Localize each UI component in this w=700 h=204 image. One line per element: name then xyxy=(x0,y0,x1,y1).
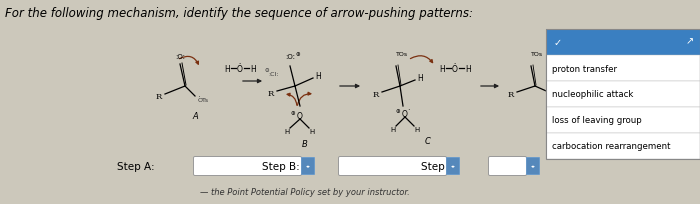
Text: H: H xyxy=(250,64,256,73)
Text: carbocation rearrangement: carbocation rearrangement xyxy=(552,142,671,151)
Text: Step A:: Step A: xyxy=(118,161,155,171)
Text: R: R xyxy=(268,90,274,98)
Text: R: R xyxy=(156,93,162,101)
FancyBboxPatch shape xyxy=(302,158,314,175)
Text: H: H xyxy=(284,128,290,134)
Text: ..: .. xyxy=(453,60,456,65)
FancyArrowPatch shape xyxy=(410,57,433,63)
Text: O: O xyxy=(402,110,408,119)
Text: Step B:: Step B: xyxy=(262,161,300,171)
Text: ◂▸: ◂▸ xyxy=(531,164,536,169)
Text: H: H xyxy=(465,64,471,73)
FancyBboxPatch shape xyxy=(546,133,700,159)
Text: ✓: ✓ xyxy=(554,38,562,48)
Text: H: H xyxy=(224,64,230,73)
Text: loss of leaving group: loss of leaving group xyxy=(552,116,642,125)
Text: O: O xyxy=(297,112,303,121)
Text: OH: OH xyxy=(554,92,566,101)
FancyBboxPatch shape xyxy=(447,158,459,175)
Text: H: H xyxy=(417,74,423,83)
Text: O: O xyxy=(237,64,243,73)
FancyBboxPatch shape xyxy=(193,157,302,176)
Text: H: H xyxy=(315,72,321,81)
Text: H: H xyxy=(391,126,395,132)
Text: B: B xyxy=(302,140,308,149)
FancyArrowPatch shape xyxy=(179,57,198,65)
Text: TOs: TOs xyxy=(396,52,408,57)
Text: R: R xyxy=(508,91,514,99)
Text: ·: · xyxy=(407,106,410,115)
Text: TOs: TOs xyxy=(531,52,543,57)
FancyBboxPatch shape xyxy=(546,56,700,82)
Text: :Cl:: :Cl: xyxy=(268,72,278,77)
Text: :O:: :O: xyxy=(175,54,185,60)
Text: H: H xyxy=(439,64,445,73)
FancyBboxPatch shape xyxy=(546,82,700,108)
FancyBboxPatch shape xyxy=(546,30,700,56)
FancyBboxPatch shape xyxy=(526,158,540,175)
Text: ⊕: ⊕ xyxy=(295,52,300,57)
FancyBboxPatch shape xyxy=(339,157,447,176)
Text: Step C: Step C xyxy=(421,161,455,171)
Text: C: C xyxy=(425,137,431,146)
Text: ◂▸: ◂▸ xyxy=(305,164,311,169)
Text: ·: · xyxy=(197,92,200,102)
Text: ⊕: ⊕ xyxy=(290,111,295,116)
Text: H: H xyxy=(309,128,314,134)
Text: ⊖: ⊖ xyxy=(265,68,270,73)
Text: — the Point Potential Policy set by your instructor.: — the Point Potential Policy set by your… xyxy=(200,187,410,196)
Text: For the following mechanism, identify the sequence of arrow-pushing patterns:: For the following mechanism, identify th… xyxy=(5,7,473,20)
FancyArrowPatch shape xyxy=(298,93,311,106)
Text: ..: .. xyxy=(238,60,242,65)
Text: proton transfer: proton transfer xyxy=(552,64,617,73)
Text: OTs: OTs xyxy=(197,98,209,103)
Text: A: A xyxy=(192,112,198,121)
FancyArrowPatch shape xyxy=(287,94,297,106)
Text: ◂▸: ◂▸ xyxy=(451,164,456,169)
Text: :O:: :O: xyxy=(285,54,295,60)
Text: nucleophilic attack: nucleophilic attack xyxy=(552,90,634,99)
Text: R: R xyxy=(373,91,379,99)
Text: O: O xyxy=(452,64,458,73)
FancyBboxPatch shape xyxy=(546,108,700,133)
Text: ↗: ↗ xyxy=(686,36,694,46)
Text: ⊕: ⊕ xyxy=(395,109,400,114)
FancyBboxPatch shape xyxy=(489,157,526,176)
Text: H: H xyxy=(414,126,419,132)
